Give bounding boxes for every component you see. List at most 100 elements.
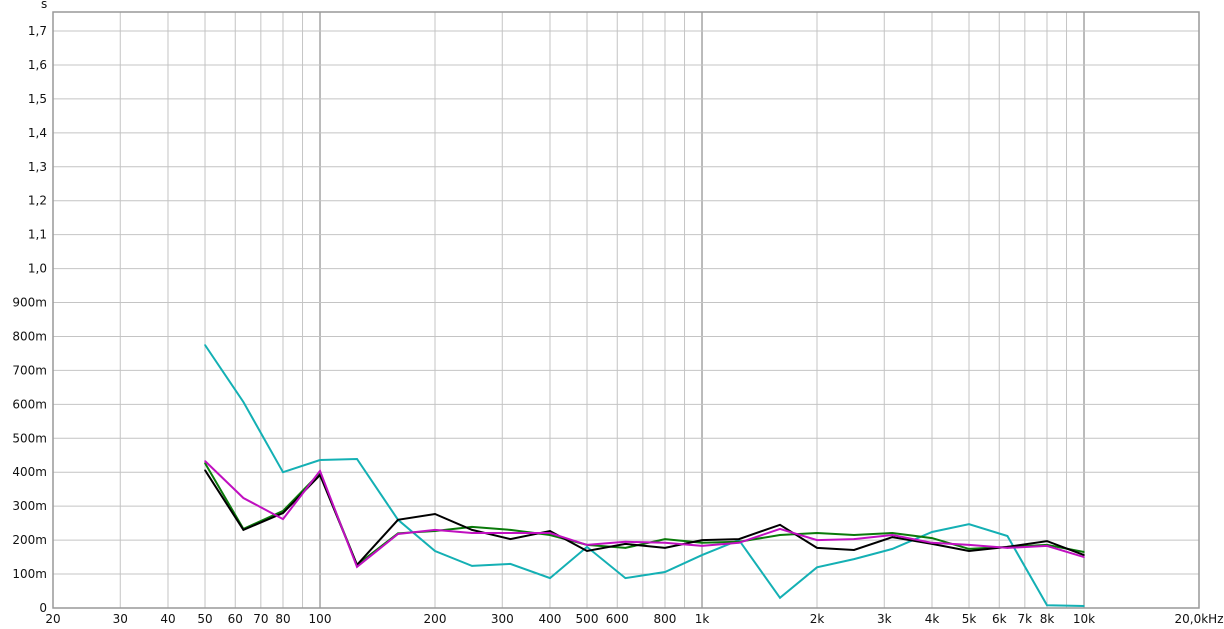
- x-tick-label: 10k: [1073, 612, 1095, 626]
- data-point: [509, 538, 512, 540]
- y-unit-label: s: [41, 0, 47, 11]
- data-point: [624, 577, 627, 579]
- x-tick-label: 20,0kHz: [1175, 612, 1224, 626]
- data-point: [664, 547, 666, 549]
- data-point: [509, 532, 512, 534]
- data-point: [1006, 535, 1009, 537]
- data-point: [471, 565, 473, 567]
- data-point: [624, 543, 627, 545]
- data-point: [471, 529, 473, 531]
- data-point: [319, 470, 321, 472]
- data-point: [701, 554, 703, 556]
- x-tick-label: 200: [424, 612, 447, 626]
- x-tick-label: 8k: [1040, 612, 1055, 626]
- data-point: [471, 526, 473, 528]
- data-point: [204, 344, 206, 346]
- x-tick-label: 60: [228, 612, 243, 626]
- data-point: [891, 532, 894, 534]
- data-point: [204, 460, 206, 462]
- data-point: [968, 523, 970, 525]
- data-point: [1083, 554, 1085, 556]
- data-point: [931, 531, 933, 533]
- data-point: [509, 529, 512, 531]
- data-point: [891, 534, 894, 536]
- data-point: [319, 459, 321, 461]
- series-line-0: [204, 344, 1085, 607]
- x-axis-ticks: 20 30 40 50 60 70 80 100 200 300 400 500 600 800 1k 2k 3…: [45, 612, 1223, 626]
- data-point: [242, 401, 245, 403]
- data-point: [931, 542, 933, 544]
- y-tick-label: 1,4: [28, 126, 47, 140]
- data-point: [1046, 540, 1048, 542]
- x-tick-label: 6k: [992, 612, 1007, 626]
- y-tick-label: 500m: [12, 431, 47, 445]
- data-point: [853, 549, 855, 551]
- data-point: [1046, 604, 1048, 607]
- data-point: [891, 536, 894, 538]
- data-point: [549, 577, 551, 579]
- x-tick-label: 70: [253, 612, 268, 626]
- y-tick-label: 1,0: [28, 262, 47, 276]
- x-tick-label: 500: [576, 612, 599, 626]
- y-tick-label: 700m: [12, 363, 47, 377]
- x-tick-label: 40: [160, 612, 175, 626]
- x-tick-label: 50: [197, 612, 212, 626]
- data-point: [356, 458, 358, 460]
- data-point: [664, 542, 666, 544]
- data-point: [624, 547, 627, 549]
- data-point: [282, 518, 284, 520]
- grid: [52, 12, 1200, 608]
- data-point: [1046, 545, 1048, 547]
- x-tick-label: 600: [606, 612, 629, 626]
- data-point: [282, 512, 284, 514]
- x-tick-label: 30: [113, 612, 128, 626]
- x-tick-label: 300: [491, 612, 514, 626]
- series-line-3: [204, 460, 1085, 569]
- data-point: [738, 542, 740, 544]
- data-point: [509, 563, 512, 565]
- data-point: [549, 532, 551, 534]
- y-tick-label: 900m: [12, 296, 47, 310]
- x-tick-label: 4k: [925, 612, 940, 626]
- data-point: [779, 524, 781, 526]
- data-point: [586, 550, 588, 552]
- data-point: [968, 550, 970, 552]
- data-point: [586, 546, 588, 548]
- x-tick-label: 20: [45, 612, 60, 626]
- data-point: [242, 497, 245, 499]
- y-tick-label: 800m: [12, 329, 47, 343]
- data-point: [1083, 551, 1085, 553]
- data-point: [664, 571, 666, 573]
- x-tick-label: 800: [654, 612, 677, 626]
- data-point: [397, 533, 399, 535]
- data-point: [738, 538, 740, 540]
- data-point: [356, 566, 358, 568]
- data-point: [1083, 605, 1085, 607]
- data-point: [816, 532, 818, 534]
- x-tick-label: 3k: [877, 612, 892, 626]
- data-point: [779, 534, 781, 536]
- x-tick-label: 400: [539, 612, 562, 626]
- y-tick-label: 100m: [12, 567, 47, 581]
- data-point: [1006, 547, 1009, 549]
- data-point: [931, 537, 933, 539]
- data-point: [282, 471, 284, 474]
- y-tick-label: 1,2: [28, 194, 47, 208]
- x-tick-label: 5k: [962, 612, 977, 626]
- x-tick-label: 1k: [695, 612, 710, 626]
- y-tick-label: 200m: [12, 533, 47, 547]
- series-line-2: [204, 469, 1085, 567]
- x-tick-label: 2k: [810, 612, 825, 626]
- data-point: [701, 542, 703, 544]
- y-tick-label: 400m: [12, 465, 47, 479]
- data-point: [779, 597, 781, 599]
- data-point: [397, 518, 399, 521]
- data-point: [853, 538, 855, 540]
- data-point: [549, 530, 551, 532]
- data-point: [586, 544, 588, 546]
- data-point: [701, 539, 703, 541]
- data-point: [624, 541, 627, 543]
- data-point: [664, 538, 666, 540]
- x-tick-label: 100: [309, 612, 332, 626]
